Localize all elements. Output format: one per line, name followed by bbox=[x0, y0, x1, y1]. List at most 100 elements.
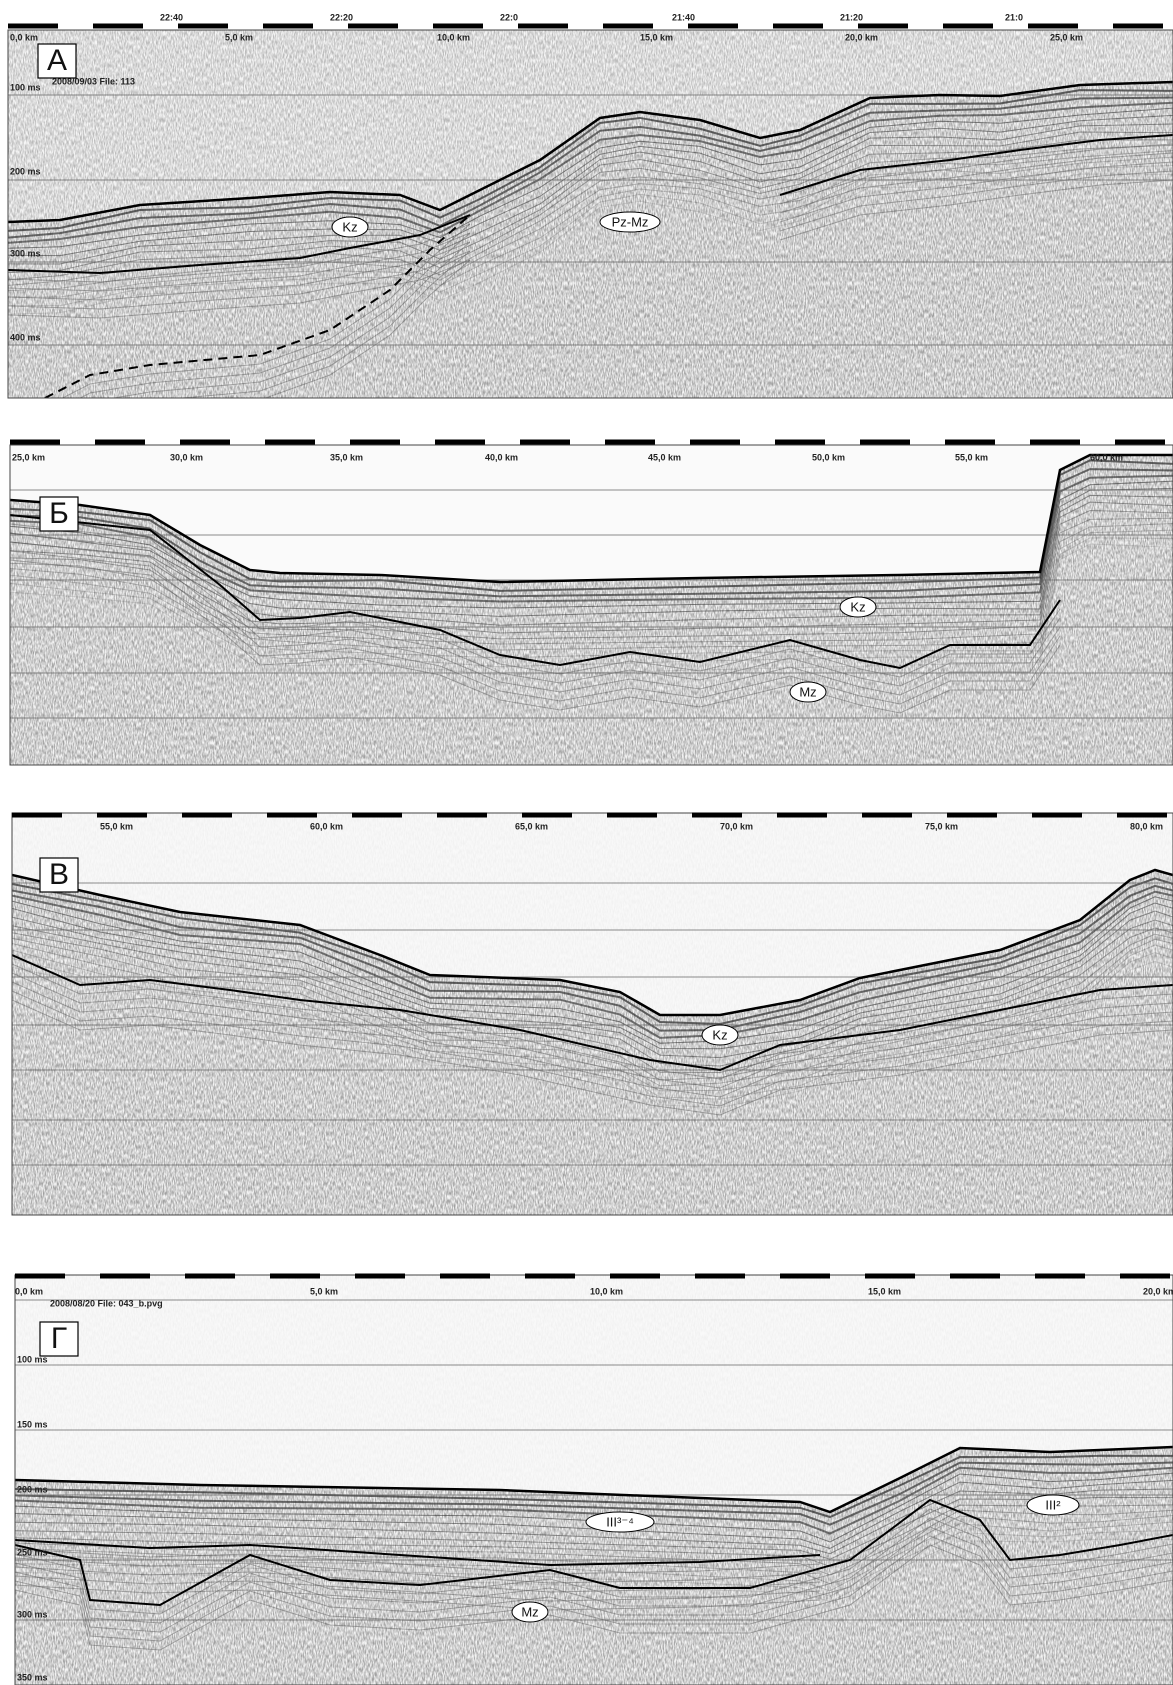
distance-label: 15,0 km bbox=[640, 32, 673, 42]
time-label: 22:40 bbox=[160, 12, 183, 22]
seabed-horizon bbox=[10, 453, 1173, 584]
unit-oval bbox=[599, 211, 661, 233]
reflector bbox=[10, 543, 1173, 676]
reflector bbox=[10, 537, 1173, 668]
reflector bbox=[8, 139, 1173, 281]
reflector bbox=[8, 232, 471, 292]
reflector bbox=[779, 170, 1173, 232]
reflector bbox=[15, 1508, 1173, 1615]
reflector bbox=[10, 522, 1173, 651]
distance-label: 0,0 km bbox=[10, 32, 38, 42]
reflector bbox=[12, 999, 1173, 1116]
reflector bbox=[779, 152, 1173, 214]
reflector bbox=[15, 1514, 1173, 1585]
reflector bbox=[110, 241, 471, 398]
reflector bbox=[10, 532, 1061, 687]
reflector bbox=[10, 529, 1173, 659]
panel-frame bbox=[7, 29, 1173, 399]
file-info: 2008/09/03 File: 113 bbox=[52, 76, 135, 86]
panel-label-box bbox=[39, 857, 79, 893]
unit-label: III² bbox=[1045, 1497, 1061, 1512]
distance-label: 25,0 km bbox=[1050, 32, 1083, 42]
reflector bbox=[15, 1529, 1173, 1597]
reflector bbox=[12, 877, 1173, 1026]
seismic-panel: 55,0 km 60,0 km 65,0 km 70,0 km 75,0 km 80,0 … bbox=[11, 812, 1173, 1216]
water-column bbox=[15, 1275, 1173, 1512]
reflector bbox=[15, 1521, 1173, 1592]
distance-label: 25,0 km bbox=[12, 452, 45, 462]
reflector bbox=[79, 232, 471, 398]
seabed-horizon bbox=[12, 868, 1173, 1017]
depth-label: 100 ms bbox=[10, 82, 41, 92]
seabed-horizon bbox=[8, 80, 1173, 224]
reflector bbox=[12, 990, 1173, 1107]
panel-label-box bbox=[39, 1321, 79, 1357]
interpreted-horizon bbox=[15, 1498, 1173, 1607]
distance-label: 10,0 km bbox=[590, 1286, 623, 1296]
unit-label: III³⁻⁴ bbox=[606, 1514, 634, 1529]
depth-label: 250 ms bbox=[17, 1547, 48, 1557]
water-column bbox=[8, 30, 1173, 222]
panel-label-box bbox=[37, 43, 77, 79]
time-label: 21:0 bbox=[1005, 12, 1023, 22]
reflector bbox=[15, 1575, 821, 1602]
reflector bbox=[10, 480, 1173, 609]
reflector bbox=[8, 164, 1173, 307]
unit-oval bbox=[789, 681, 827, 703]
reflector bbox=[15, 1548, 821, 1575]
section bbox=[8, 30, 1173, 398]
depth-label: 200 ms bbox=[10, 166, 41, 176]
reflector bbox=[10, 487, 1173, 617]
reflector bbox=[10, 501, 1173, 634]
unit-label: Pz-Mz bbox=[612, 214, 649, 229]
reflector bbox=[8, 259, 471, 319]
reflector bbox=[15, 1517, 1173, 1624]
reflector bbox=[15, 1496, 1173, 1560]
reflector bbox=[15, 1454, 1173, 1519]
reflector bbox=[10, 474, 1173, 603]
reflector bbox=[12, 981, 1173, 1098]
reflector bbox=[15, 1466, 1173, 1535]
unit-oval bbox=[585, 1511, 655, 1533]
interpreted-horizon bbox=[15, 1539, 821, 1567]
unit-oval bbox=[511, 1601, 549, 1623]
water-column bbox=[12, 813, 1173, 1015]
seismic-noise bbox=[8, 30, 1173, 398]
reflector bbox=[8, 223, 471, 283]
unit-oval bbox=[331, 216, 369, 238]
depth-label: 400 ms bbox=[10, 332, 41, 342]
time-label: 21:20 bbox=[840, 12, 863, 22]
reflector bbox=[8, 96, 1173, 239]
distance-label: 5,0 km bbox=[310, 1286, 338, 1296]
reflector bbox=[8, 250, 471, 310]
reflector bbox=[61, 223, 471, 398]
reflector bbox=[15, 1544, 1173, 1651]
water-column bbox=[10, 445, 1173, 582]
reflector bbox=[12, 890, 1173, 1039]
reflector bbox=[15, 1584, 821, 1611]
reflector bbox=[10, 541, 1061, 696]
section bbox=[15, 1275, 1173, 1685]
reflector bbox=[12, 896, 1173, 1044]
reflector bbox=[12, 910, 1173, 1059]
unit-label: Kz bbox=[342, 219, 357, 234]
distance-label: 30,0 km bbox=[170, 452, 203, 462]
panel-frame bbox=[14, 1274, 1173, 1685]
panel-label: Б bbox=[49, 497, 69, 530]
reflector bbox=[15, 1526, 1173, 1633]
distance-label: 55,0 km bbox=[100, 821, 133, 831]
distance-label: 10,0 km bbox=[437, 32, 470, 42]
reflector bbox=[8, 131, 1173, 274]
section bbox=[10, 445, 1173, 765]
reflector bbox=[8, 101, 1173, 244]
time-label: 22:20 bbox=[330, 12, 353, 22]
reflector bbox=[779, 161, 1173, 223]
distance-label: 5,0 km bbox=[225, 32, 253, 42]
reflector bbox=[8, 89, 1173, 232]
distance-label: 50,0 km bbox=[812, 452, 845, 462]
reflector bbox=[12, 919, 1173, 1067]
reflector bbox=[779, 143, 1173, 205]
reflector bbox=[10, 517, 1173, 645]
reflector bbox=[8, 156, 1173, 298]
unit-label: Mz bbox=[799, 684, 816, 699]
